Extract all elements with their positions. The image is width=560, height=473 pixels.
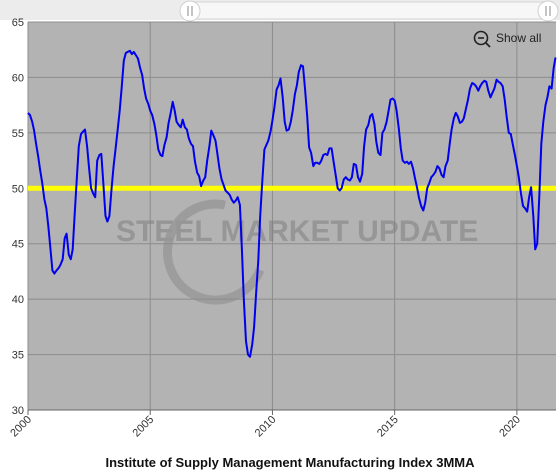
navigator-selection[interactable] <box>189 1 549 20</box>
show-all-button[interactable]: Show all <box>473 30 542 48</box>
y-axis: 30 35 40 45 50 55 60 65 <box>12 17 24 417</box>
y-tick-label: 40 <box>12 294 24 306</box>
chart-title: Institute of Supply Management Manufactu… <box>105 455 475 470</box>
navigator-handle-left[interactable] <box>179 0 201 22</box>
series-line <box>27 49 557 358</box>
show-all-label: Show all <box>496 31 541 45</box>
y-tick-label: 65 <box>12 17 24 29</box>
y-tick-label: 60 <box>12 72 24 84</box>
x-tick-label: 2020 <box>497 414 523 440</box>
x-tick-label: 2015 <box>375 414 401 440</box>
watermark-text: STEEL MARKET UPDATE <box>116 215 478 248</box>
series-layer <box>27 49 557 358</box>
zoom-out-icon <box>473 30 489 46</box>
plot-background <box>28 22 556 410</box>
x-tick-label: 2000 <box>8 414 34 440</box>
y-tick-label: 45 <box>12 239 24 251</box>
navigator-handle-right[interactable] <box>537 0 559 22</box>
y-tick-label: 55 <box>12 128 24 140</box>
watermark-logo: STEEL MARKET UPDATE <box>116 199 478 305</box>
y-tick-label: 50 <box>12 183 24 195</box>
y-tick-label: 35 <box>12 350 24 362</box>
x-tick-label: 2005 <box>131 414 157 440</box>
x-axis: 2000 2005 2010 2015 2020 <box>8 409 556 440</box>
x-tick-label: 2010 <box>253 414 279 440</box>
y-tick-label: 30 <box>12 405 24 417</box>
